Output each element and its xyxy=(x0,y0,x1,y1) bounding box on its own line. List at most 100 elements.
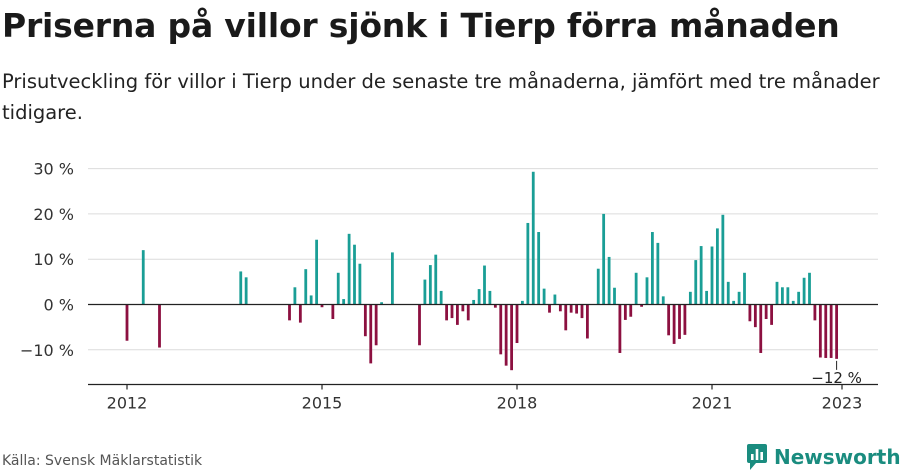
y-tick-label: 30 % xyxy=(33,160,74,179)
x-tick-label: 2021 xyxy=(692,394,733,413)
bar xyxy=(488,290,492,305)
bar xyxy=(683,304,687,335)
latest-value-label: −12 % xyxy=(811,369,862,387)
bar xyxy=(520,300,524,305)
brand-logo: Newsworthy xyxy=(746,443,900,471)
y-tick-label: 10 % xyxy=(33,250,74,269)
bar xyxy=(580,304,584,319)
bar xyxy=(759,304,763,353)
bar xyxy=(775,281,779,305)
bar xyxy=(380,302,384,305)
annotations: −12 % xyxy=(811,360,862,387)
bar xyxy=(558,304,562,312)
newsworthy-logo-icon xyxy=(747,444,767,470)
bar xyxy=(645,277,649,305)
bar xyxy=(553,294,557,305)
bar xyxy=(342,299,346,305)
bar xyxy=(347,233,351,305)
bar xyxy=(715,228,719,305)
bar xyxy=(743,272,746,305)
x-tick-label: 2023 xyxy=(822,394,863,413)
bar-chart: 30 % 20 % 10 % 0 % −10 % 2012 2015 2018 2021 202… xyxy=(20,160,878,413)
bar xyxy=(602,213,606,305)
bar xyxy=(445,304,449,321)
bar xyxy=(548,304,551,313)
y-axis-labels: 30 % 20 % 10 % 0 % −10 % xyxy=(20,160,74,360)
source-note: Källa: Svensk Mäklarstatistik xyxy=(2,453,203,469)
brand-name: Newsworthy xyxy=(774,445,900,469)
bar xyxy=(575,304,579,314)
bar xyxy=(239,271,243,305)
bar xyxy=(667,304,671,336)
bar xyxy=(824,304,828,358)
bar xyxy=(737,291,741,305)
bar xyxy=(369,304,373,364)
bar xyxy=(374,304,378,346)
bar xyxy=(829,304,833,358)
bar xyxy=(835,304,839,359)
bar xyxy=(656,242,660,305)
bar xyxy=(705,290,709,305)
bar xyxy=(618,304,622,353)
bar xyxy=(537,232,541,305)
bar xyxy=(466,304,470,321)
bar xyxy=(298,304,302,323)
bar xyxy=(304,269,308,305)
bar xyxy=(158,304,161,348)
x-tick-label: 2015 xyxy=(302,394,343,413)
bar xyxy=(791,300,795,305)
y-tick-label: 0 % xyxy=(44,296,74,315)
bar xyxy=(786,287,790,305)
bar xyxy=(770,304,774,325)
bar xyxy=(607,256,611,305)
bar xyxy=(363,304,367,337)
bar xyxy=(309,295,313,305)
bar xyxy=(726,281,730,305)
bar xyxy=(813,304,817,321)
bar xyxy=(504,304,508,366)
bar xyxy=(288,304,291,321)
bar xyxy=(477,289,481,305)
bar xyxy=(542,288,546,305)
chart-title: Priserna på villor sjönk i Tierp förra m… xyxy=(2,6,840,45)
bar xyxy=(353,244,356,305)
bar xyxy=(493,304,497,308)
bar xyxy=(499,304,503,355)
bar xyxy=(515,304,519,344)
bar xyxy=(358,263,362,305)
bar xyxy=(141,250,145,305)
bar xyxy=(320,304,324,308)
bar xyxy=(634,272,638,305)
bar xyxy=(439,290,443,305)
bar xyxy=(461,304,465,312)
bar xyxy=(678,304,681,339)
bar xyxy=(764,304,768,319)
bar xyxy=(710,246,714,305)
bar xyxy=(531,171,535,305)
bar xyxy=(596,268,600,305)
bar xyxy=(390,252,394,305)
bar xyxy=(672,304,676,344)
bar xyxy=(569,304,573,313)
bar xyxy=(797,291,801,305)
bar xyxy=(125,304,129,341)
bar xyxy=(434,254,438,305)
bar xyxy=(650,232,654,305)
bar xyxy=(472,299,476,305)
bar xyxy=(244,277,248,305)
bar xyxy=(526,222,530,305)
bar xyxy=(315,239,319,305)
gridlines xyxy=(88,168,878,351)
bar xyxy=(661,296,665,305)
bar xyxy=(748,304,752,322)
bar xyxy=(721,214,725,305)
bar xyxy=(564,304,568,331)
bar xyxy=(802,277,806,305)
bar xyxy=(640,304,644,307)
bar xyxy=(629,304,633,317)
y-tick-label: −10 % xyxy=(20,341,74,360)
bar xyxy=(753,304,757,328)
bar xyxy=(336,272,340,305)
bar xyxy=(818,304,822,358)
bar xyxy=(623,304,627,320)
